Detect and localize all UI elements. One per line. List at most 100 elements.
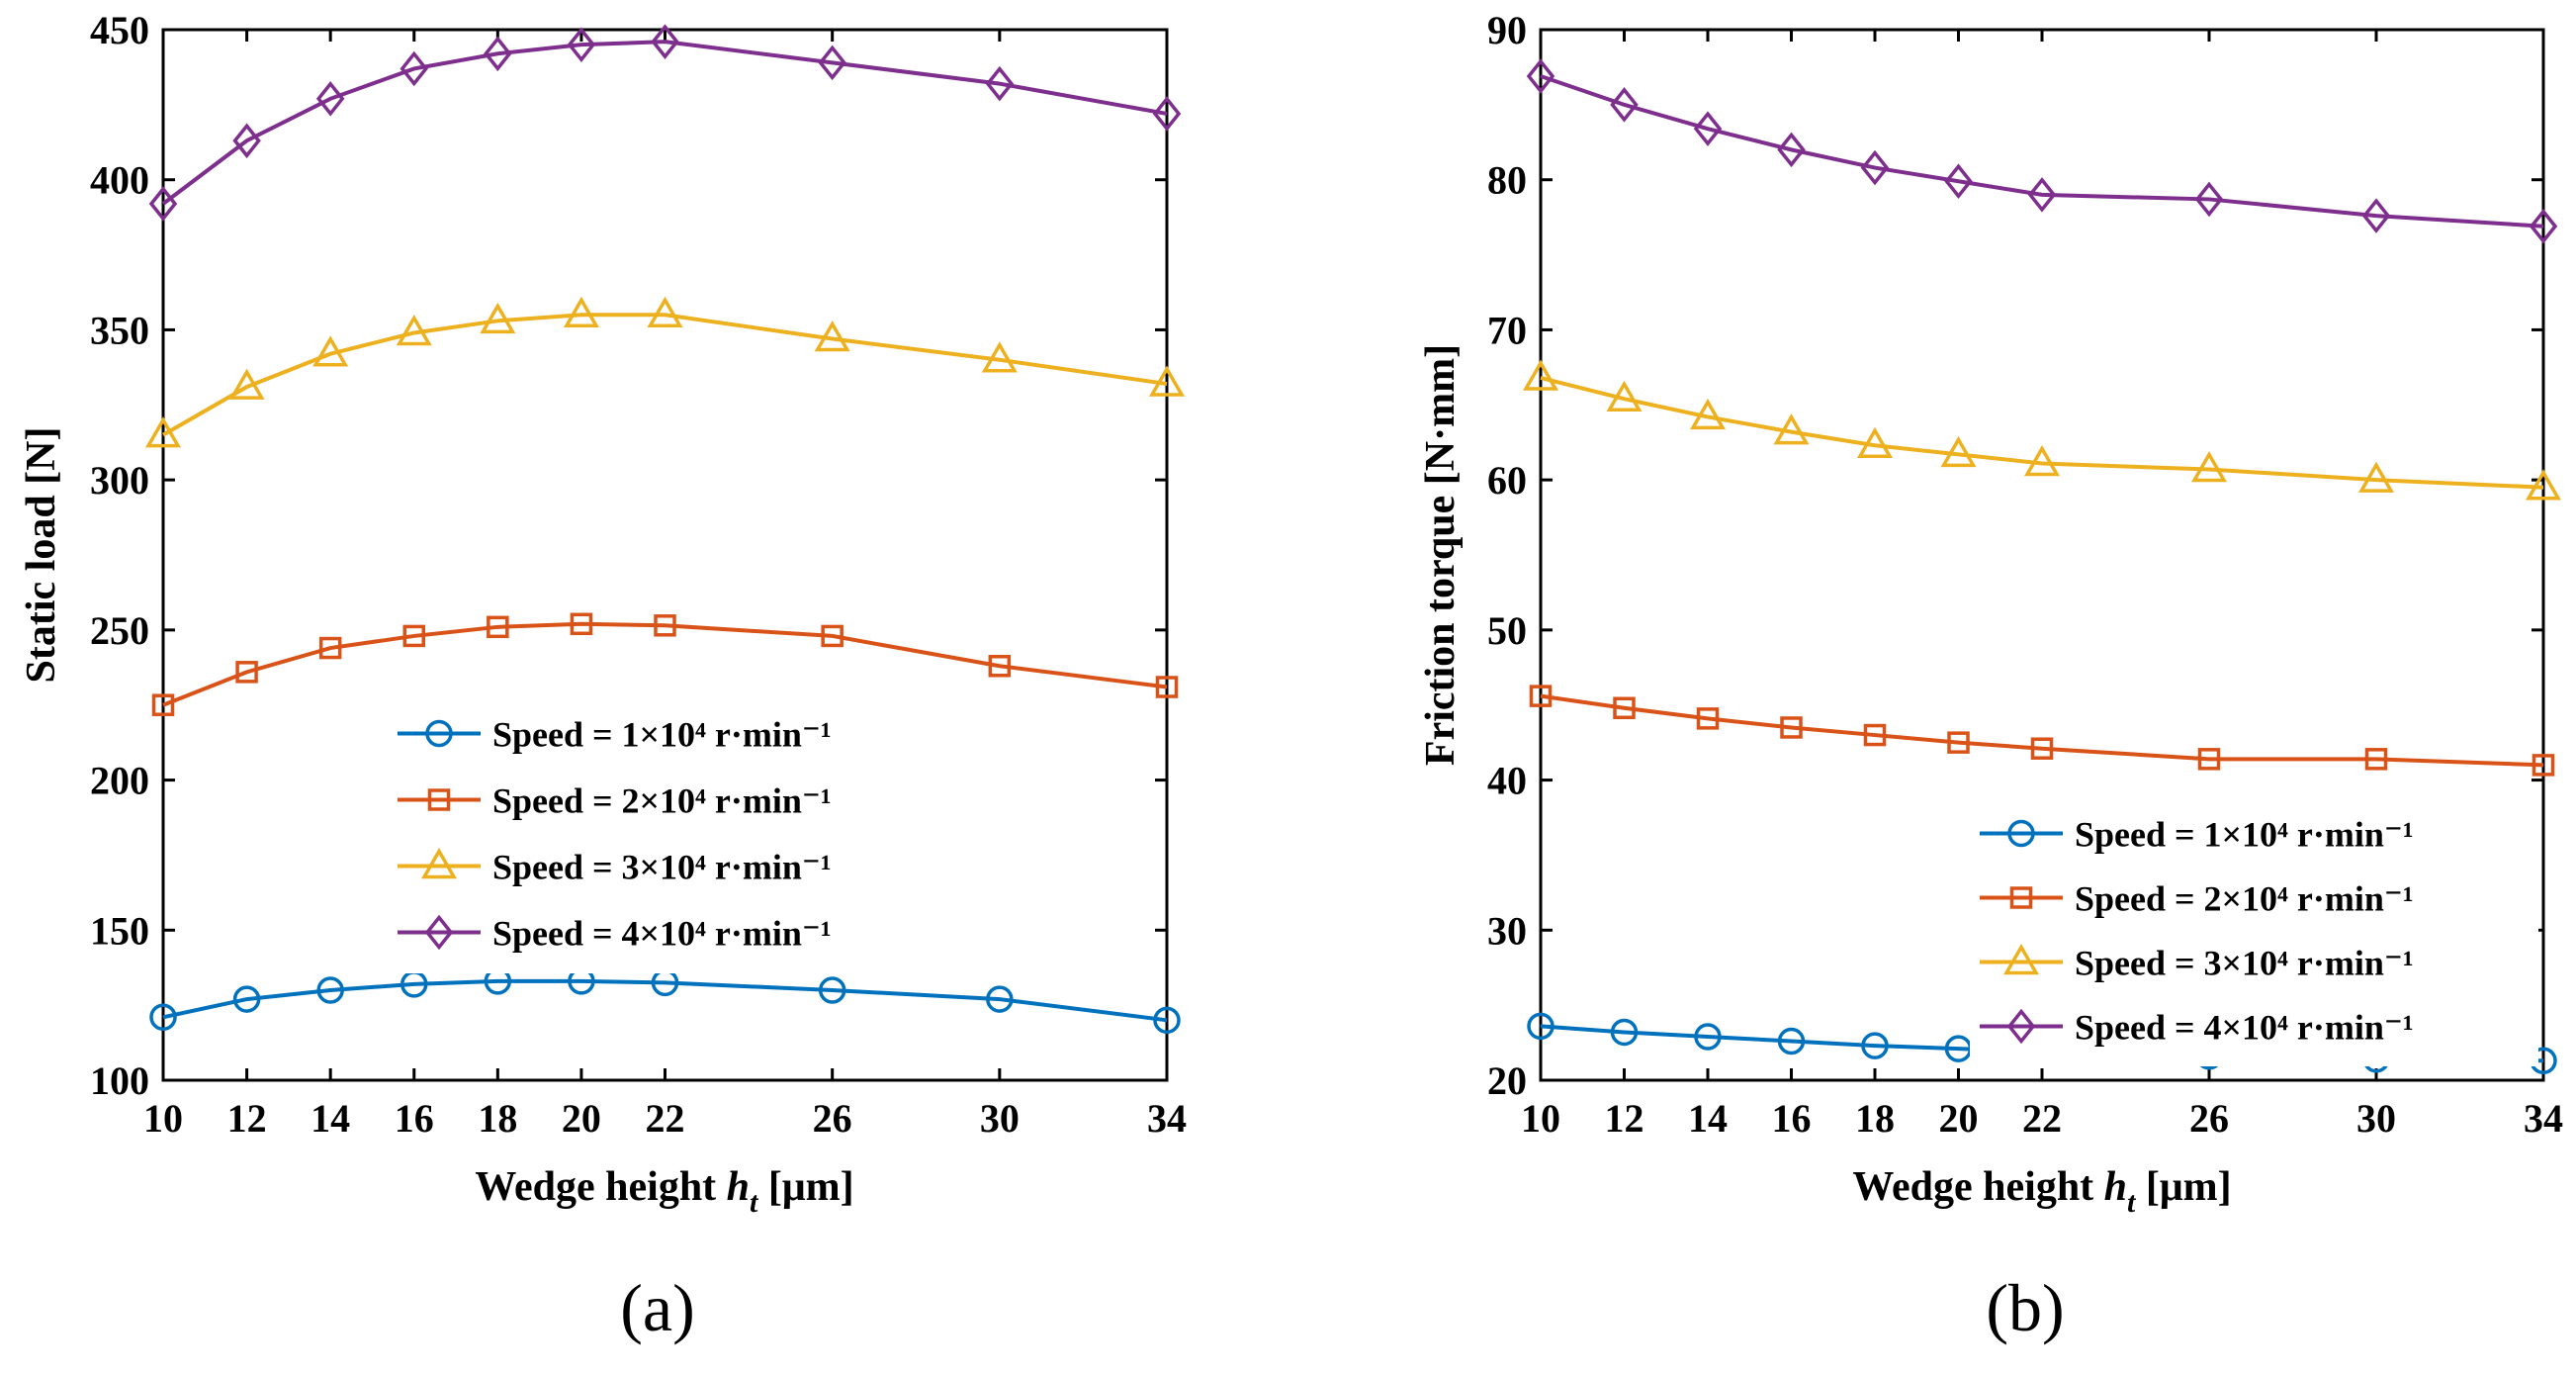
data-point: [818, 976, 846, 1004]
data-point: [1940, 435, 1977, 468]
data-point: [315, 80, 345, 117]
data-point: [651, 24, 679, 59]
y-tick-label: 300: [90, 458, 149, 503]
data-point: [2194, 181, 2224, 218]
data-point: [402, 624, 425, 648]
x-tick-label: 10: [143, 1096, 183, 1141]
y-tick-label: 40: [1487, 759, 1527, 803]
x-tick-label: 20: [1939, 1096, 1979, 1141]
data-point: [2027, 177, 2057, 213]
data-point: [1152, 96, 1182, 132]
data-point: [1860, 149, 1890, 186]
data-point: [818, 45, 846, 81]
data-point: [1527, 1012, 1554, 1041]
data-point: [1696, 707, 1720, 730]
data-point: [1861, 1032, 1889, 1059]
x-tick-label: 34: [2524, 1096, 2563, 1141]
x-tick-label: 30: [980, 1096, 1020, 1141]
data-point: [1777, 132, 1806, 168]
series-4: [1526, 58, 2558, 244]
y-tick-label: 50: [1487, 608, 1527, 653]
y-axis-label: Friction torque [N·mm]: [1418, 344, 1464, 766]
data-point: [1773, 413, 1810, 445]
x-axis-label: Wedge height ht [μm]: [475, 1164, 853, 1219]
x-tick-label: 16: [1772, 1096, 1812, 1141]
data-point: [821, 624, 844, 648]
series-2: [1529, 685, 2555, 777]
panel-label: (b): [1986, 1270, 2064, 1345]
legend-entry: Speed = 3×10⁴ r·min⁻¹: [492, 848, 832, 887]
data-point: [1689, 398, 1727, 430]
series-line: [1540, 74, 2544, 229]
legend-marker: [420, 847, 458, 879]
y-tick-label: 200: [90, 759, 149, 803]
data-point: [1153, 1006, 1181, 1035]
x-tick-label: 14: [311, 1096, 350, 1141]
data-point: [396, 314, 432, 346]
y-tick-label: 350: [90, 308, 149, 352]
data-point: [1155, 676, 1179, 698]
series-line: [1540, 376, 2544, 490]
series-line: [162, 313, 1168, 437]
data-point: [235, 661, 258, 684]
legend-entry: Speed = 4×10⁴ r·min⁻¹: [2075, 1008, 2414, 1048]
x-tick-label: 12: [1605, 1096, 1644, 1141]
data-point: [2364, 748, 2388, 771]
data-point: [2023, 444, 2061, 477]
data-point: [318, 636, 342, 660]
data-point: [988, 655, 1012, 678]
legend: Speed = 1×10⁴ r·min⁻¹ Speed = 2×10⁴ r·min…: [388, 700, 936, 973]
legend-entry: Speed = 2×10⁴ r·min⁻¹: [2075, 879, 2414, 919]
legend-entry: Speed = 4×10⁴ r·min⁻¹: [492, 914, 832, 954]
data-point: [986, 985, 1014, 1013]
data-point: [144, 416, 182, 448]
data-point: [654, 614, 676, 637]
series-line: [161, 40, 1168, 206]
legend-marker: [425, 719, 453, 748]
legend-background: [1970, 801, 2538, 1066]
data-point: [985, 65, 1015, 102]
legend-marker: [2009, 886, 2033, 909]
data-point: [1148, 365, 1186, 397]
y-tick-label: 70: [1487, 308, 1527, 352]
data-point: [1944, 163, 1973, 200]
data-point: [1529, 685, 1553, 707]
data-point: [2525, 469, 2562, 501]
series-line: [1540, 693, 2544, 768]
legend-marker: [424, 914, 454, 951]
y-tick-label: 90: [1487, 8, 1527, 52]
data-point: [1780, 716, 1803, 739]
data-point: [1613, 696, 1636, 719]
x-axis-label: Wedge height ht [μm]: [1852, 1164, 2231, 1219]
data-point: [316, 976, 344, 1004]
data-point: [1610, 1018, 1639, 1047]
x-tick-label: 26: [813, 1096, 852, 1141]
y-tick-label: 450: [90, 8, 149, 52]
legend-entry: Speed = 2×10⁴ r·min⁻¹: [492, 781, 832, 821]
series-2: [151, 612, 1179, 716]
data-point: [2030, 737, 2054, 760]
x-tick-label: 34: [1147, 1096, 1187, 1141]
data-point: [981, 341, 1018, 373]
legend-background: [388, 700, 936, 973]
data-point: [1856, 426, 1894, 458]
series-line: [162, 978, 1168, 1023]
x-tick-label: 30: [2356, 1096, 2396, 1141]
legend-entry: Speed = 1×10⁴ r·min⁻¹: [492, 715, 832, 755]
x-tick-label: 10: [1521, 1096, 1560, 1141]
chart-panel-1: 10 12 14 16 18 20 22 26 30 34 100 150 200 250 300 350 40…: [19, 8, 1187, 1345]
data-point: [570, 612, 593, 636]
legend-marker: [2002, 943, 2040, 975]
x-tick-label: 22: [646, 1096, 685, 1141]
data-point: [1610, 87, 1639, 123]
y-tick-label: 20: [1487, 1058, 1527, 1103]
x-tick-label: 18: [1855, 1096, 1895, 1141]
data-point: [480, 302, 516, 334]
x-tick-label: 12: [227, 1096, 267, 1141]
x-tick-label: 16: [395, 1096, 434, 1141]
legend-marker: [2007, 819, 2035, 848]
series-1: [149, 967, 1181, 1035]
data-point: [1522, 359, 1559, 391]
legend-marker: [427, 788, 451, 811]
legend-entry: Speed = 1×10⁴ r·min⁻¹: [2075, 815, 2414, 855]
